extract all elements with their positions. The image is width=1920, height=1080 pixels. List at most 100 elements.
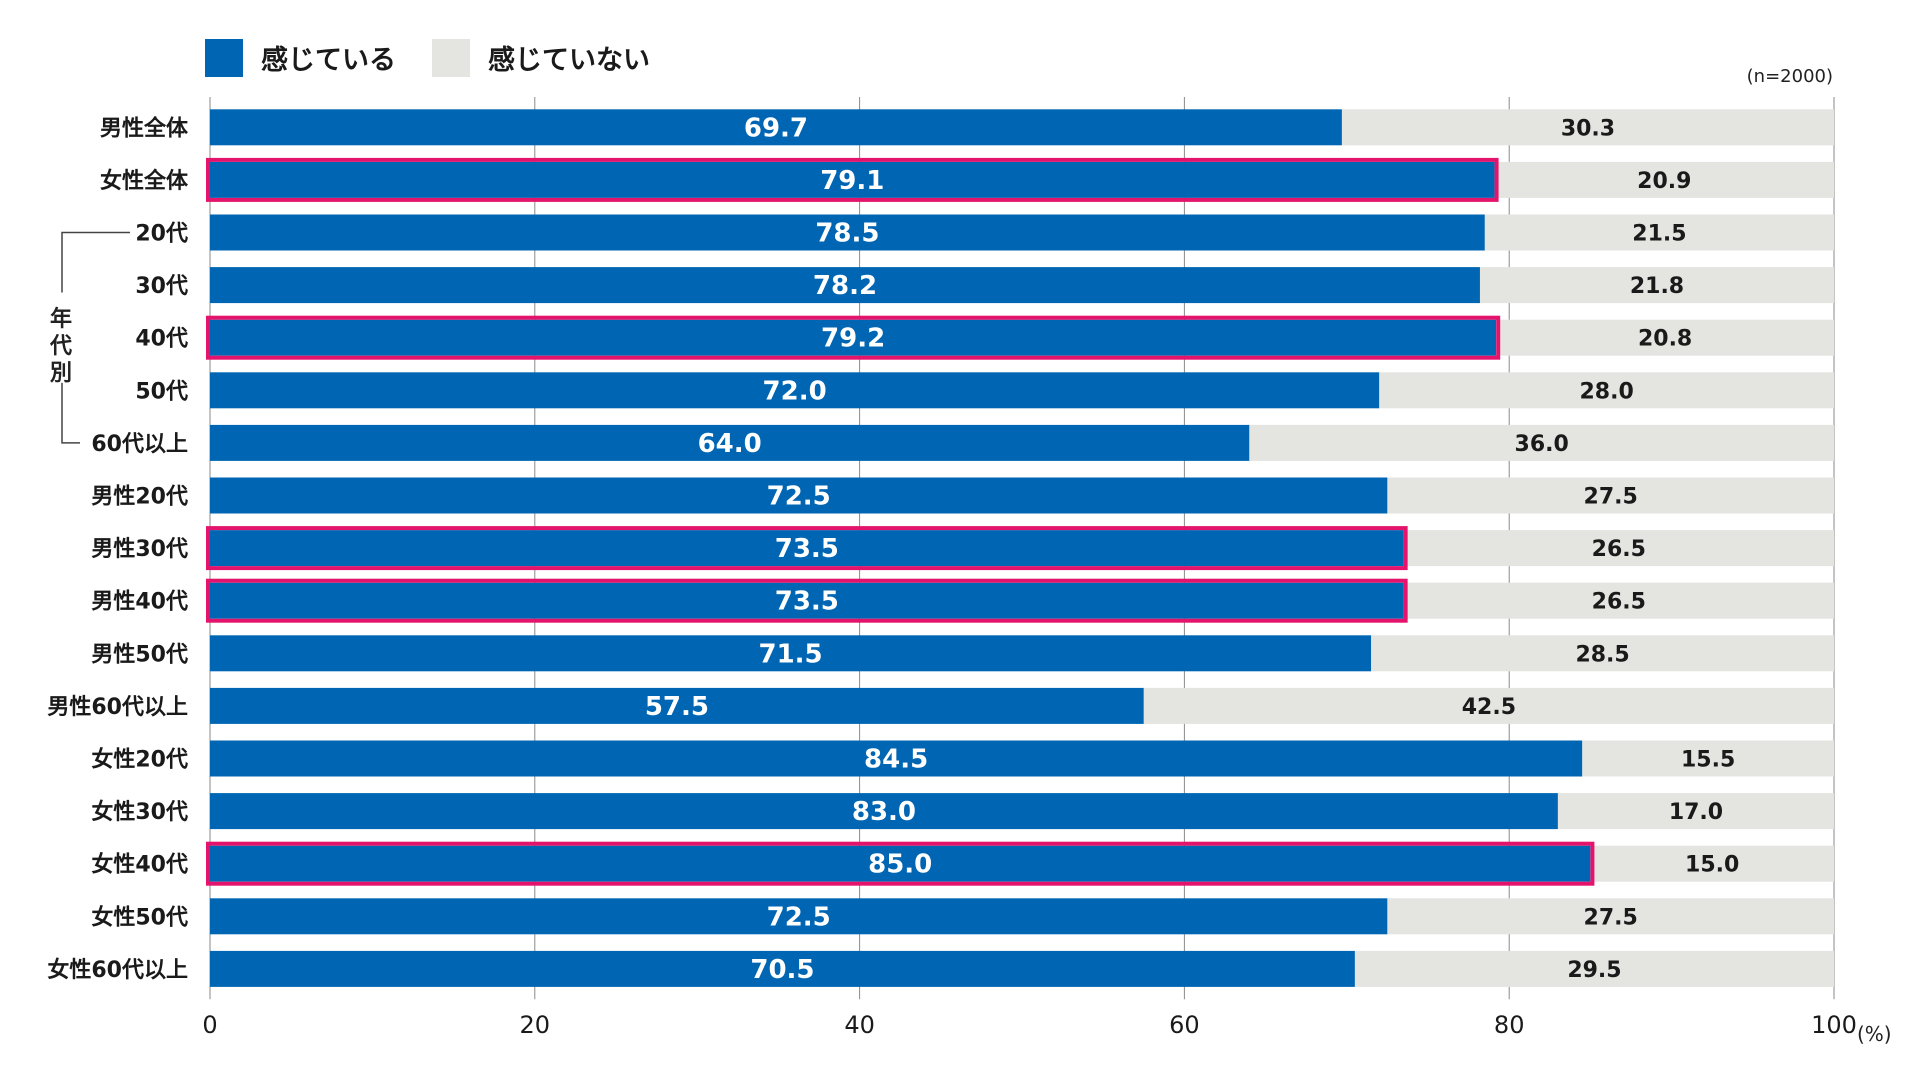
bar-feel [210, 793, 1558, 830]
legend-item-not-feel: 感じていない [432, 38, 650, 77]
bar-not-feel [1403, 582, 1834, 619]
age-group-label-char: 代 [49, 334, 72, 359]
category-label: 女性50代 [91, 904, 188, 930]
category-label: 男性全体 [100, 115, 189, 141]
bar-feel [210, 477, 1388, 514]
bar-feel [210, 740, 1583, 777]
bar-highlight-outline [206, 315, 1501, 360]
bar-value-label-feel: 83.0 [852, 797, 916, 827]
category-label: 男性60代以上 [47, 695, 188, 720]
bar-feel [210, 109, 1342, 146]
bar-not-feel [1379, 372, 1834, 409]
bar-feel [210, 635, 1372, 672]
bar-value-label-feel: 78.2 [813, 271, 877, 301]
category-label: 30代 [135, 274, 188, 299]
bar-value-label-not-feel: 20.8 [1638, 327, 1692, 352]
bar-feel [210, 161, 1495, 198]
category-label: 男性30代 [91, 537, 188, 562]
x-tick-label: 60 [1169, 1011, 1200, 1039]
bar-feel [210, 214, 1485, 251]
category-label: 女性60代以上 [47, 957, 188, 983]
bar-feel [210, 424, 1250, 461]
legend-item-feel: 感じている [205, 38, 396, 77]
x-tick-label: 20 [520, 1011, 551, 1039]
bar-highlight-outline [206, 526, 1408, 571]
category-label: 男性40代 [91, 590, 188, 615]
bar-value-label-not-feel: 26.5 [1592, 590, 1646, 615]
bar-value-label-feel: 64.0 [698, 429, 762, 459]
bar-not-feel [1249, 424, 1834, 461]
bar-value-label-not-feel: 30.3 [1561, 116, 1615, 141]
bar-value-label-feel: 72.5 [767, 902, 831, 932]
bar-not-feel [1403, 530, 1834, 567]
age-group-label: 年 代 別 [48, 306, 74, 387]
percent-unit-label: (%) [1857, 1022, 1892, 1046]
bar-not-feel [1494, 161, 1834, 198]
sample-size-note: (n=2000) [1746, 66, 1833, 87]
category-label: 男性20代 [91, 485, 188, 510]
category-label: 女性30代 [91, 799, 188, 825]
bar-value-label-not-feel: 27.5 [1584, 485, 1638, 510]
category-label: 男性50代 [91, 642, 188, 667]
legend: 感じている 感じていない [205, 38, 686, 77]
bar-value-label-feel: 73.5 [775, 534, 839, 564]
bar-feel [210, 267, 1480, 304]
bar-value-label-not-feel: 28.0 [1579, 379, 1633, 404]
legend-swatch-feel [205, 38, 243, 77]
bar-value-label-not-feel: 28.5 [1575, 642, 1629, 667]
bar-not-feel [1387, 477, 1834, 514]
bar-value-label-not-feel: 42.5 [1462, 695, 1516, 720]
bar-value-label-feel: 84.5 [864, 745, 928, 775]
bar-value-label-not-feel: 21.8 [1630, 274, 1684, 299]
bar-value-label-not-feel: 15.0 [1685, 853, 1739, 878]
bar-not-feel [1496, 319, 1834, 356]
bar-highlight-outline [206, 841, 1595, 886]
category-label: 女性20代 [91, 747, 188, 773]
legend-label-not-feel: 感じていない [488, 45, 650, 76]
x-tick-label: 0 [202, 1011, 217, 1039]
bar-value-label-feel: 71.5 [759, 639, 823, 669]
category-label: 女性40代 [91, 852, 188, 878]
bar-not-feel [1590, 845, 1834, 882]
bar-value-label-not-feel: 29.5 [1567, 958, 1621, 983]
bar-feel [210, 530, 1404, 567]
x-tick-label: 100 [1811, 1011, 1857, 1039]
x-tick-label: 40 [844, 1011, 875, 1039]
age-group-label-char: 年 [49, 307, 72, 332]
bar-value-label-not-feel: 21.5 [1632, 222, 1686, 247]
age-group-label-char: 別 [49, 361, 72, 386]
bar-value-label-feel: 70.5 [750, 955, 814, 985]
age-group-bracket-top [61, 231, 130, 293]
bar-value-label-feel: 78.5 [815, 219, 879, 249]
bar-value-label-not-feel: 26.5 [1592, 537, 1646, 562]
bar-value-label-not-feel: 27.5 [1584, 905, 1638, 930]
bar-not-feel [1354, 950, 1834, 987]
bar-value-label-feel: 72.0 [763, 376, 827, 406]
bar-feel [210, 319, 1497, 356]
category-label: 50代 [135, 379, 188, 404]
bar-value-label-not-feel: 15.5 [1681, 748, 1735, 773]
bar-not-feel [1143, 687, 1834, 724]
bar-value-label-feel: 57.5 [645, 692, 709, 722]
x-tick-label: 80 [1494, 1011, 1525, 1039]
bar-value-label-feel: 72.5 [767, 482, 831, 512]
bar-feel [210, 950, 1355, 987]
bar-value-label-not-feel: 20.9 [1637, 169, 1691, 194]
bar-value-label-feel: 73.5 [775, 587, 839, 617]
category-label: 女性全体 [100, 168, 189, 194]
category-label: 20代 [135, 222, 188, 247]
bar-not-feel [1582, 740, 1834, 777]
age-group-bracket-bottom [61, 382, 80, 444]
bar-not-feel [1479, 267, 1834, 304]
bar-highlight-outline [206, 157, 1499, 202]
legend-swatch-not-feel [432, 38, 470, 77]
category-label: 60代以上 [91, 432, 188, 457]
bar-feel [210, 845, 1591, 882]
legend-label-feel: 感じている [261, 45, 396, 76]
bar-feel [210, 372, 1380, 409]
bar-value-label-feel: 85.0 [868, 850, 932, 880]
bar-value-label-feel: 69.7 [744, 113, 808, 143]
bar-value-label-not-feel: 36.0 [1515, 432, 1569, 457]
bar-not-feel [1387, 898, 1834, 935]
